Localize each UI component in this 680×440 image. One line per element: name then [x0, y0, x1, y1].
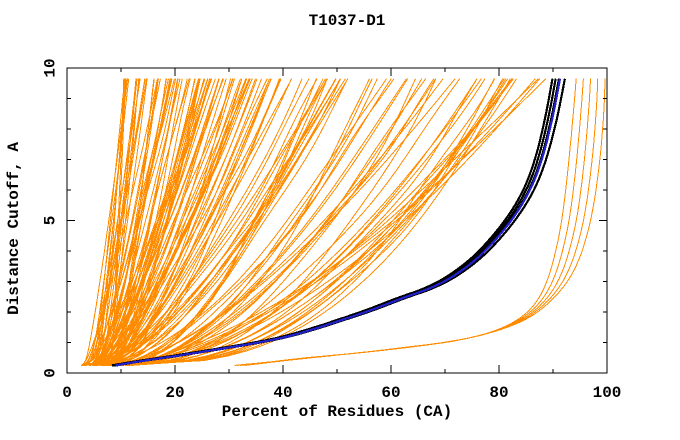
model-curve — [108, 78, 235, 366]
model-curve — [109, 78, 478, 366]
model-curve — [104, 78, 444, 366]
model-curve — [84, 78, 349, 366]
y-tick-label: 0 — [42, 368, 60, 378]
model-curve — [104, 78, 201, 366]
model-curve — [107, 78, 272, 366]
model-curve — [112, 78, 392, 366]
x-tick-label: 0 — [62, 384, 72, 402]
model-curve — [97, 78, 271, 366]
model-curve — [106, 78, 539, 366]
model-curve — [119, 78, 517, 366]
x-tick-label: 40 — [273, 384, 292, 402]
model-curve — [94, 78, 373, 366]
y-axis-label: Distance Cutoff, A — [5, 142, 23, 315]
model-curve — [96, 78, 126, 366]
x-tick-label: 80 — [489, 384, 508, 402]
model-curve — [116, 78, 482, 366]
x-tick-label: 60 — [381, 384, 400, 402]
model-curve — [87, 78, 224, 366]
model-curve — [105, 78, 495, 366]
model-curve — [102, 78, 270, 366]
model-curve — [106, 78, 196, 366]
model-curve — [100, 78, 370, 366]
y-tick-label: 5 — [42, 216, 60, 226]
model-curve — [108, 78, 303, 366]
model-curve — [88, 78, 272, 366]
model-curve — [91, 78, 341, 366]
x-tick-label: 100 — [593, 384, 622, 402]
y-tick-label: 10 — [42, 58, 60, 77]
model-curve — [83, 78, 213, 366]
x-tick-label: 20 — [165, 384, 184, 402]
model-curve — [91, 78, 199, 366]
model-curve — [92, 78, 137, 366]
model-curve — [92, 78, 159, 366]
model-curve — [81, 78, 387, 366]
model-curve — [91, 78, 148, 366]
model-curve — [94, 78, 292, 366]
model-curve — [126, 78, 409, 366]
x-axis-label: Percent of Residues (CA) — [221, 403, 453, 421]
model-curve — [126, 78, 507, 366]
model-curve — [96, 78, 209, 366]
model-curve — [113, 78, 536, 366]
model-curve — [127, 78, 416, 366]
model-curve — [89, 78, 167, 366]
model-curve — [128, 78, 509, 366]
model-curve — [95, 78, 181, 366]
model-curve — [107, 78, 511, 366]
model-curve — [110, 78, 437, 366]
model-curve — [114, 78, 461, 366]
selected-model-curve — [115, 78, 562, 367]
model-curve — [88, 78, 234, 366]
model-curve — [125, 78, 437, 366]
model-curve — [103, 78, 349, 366]
model-curve — [108, 78, 155, 366]
model-curve — [126, 78, 505, 366]
model-curve — [107, 78, 456, 366]
model-curve — [91, 78, 171, 366]
model-curve — [104, 78, 241, 366]
model-curve — [131, 78, 496, 366]
chart-title: T1037-D1 — [308, 12, 386, 30]
curves-layer — [81, 78, 606, 367]
model-curve — [102, 78, 547, 366]
model-curve — [104, 78, 504, 366]
model-curve — [108, 78, 256, 366]
model-curve — [100, 78, 232, 366]
model-curve — [95, 78, 243, 366]
model-curve — [93, 78, 346, 366]
model-curve — [107, 78, 435, 366]
model-curve — [83, 78, 148, 366]
model-curve — [112, 78, 395, 366]
outlier-model-curve — [245, 78, 606, 366]
model-curve — [109, 78, 126, 366]
model-curve — [102, 78, 282, 366]
model-curve — [100, 78, 243, 366]
axes-layer — [66, 67, 608, 374]
model-curve — [91, 78, 220, 366]
